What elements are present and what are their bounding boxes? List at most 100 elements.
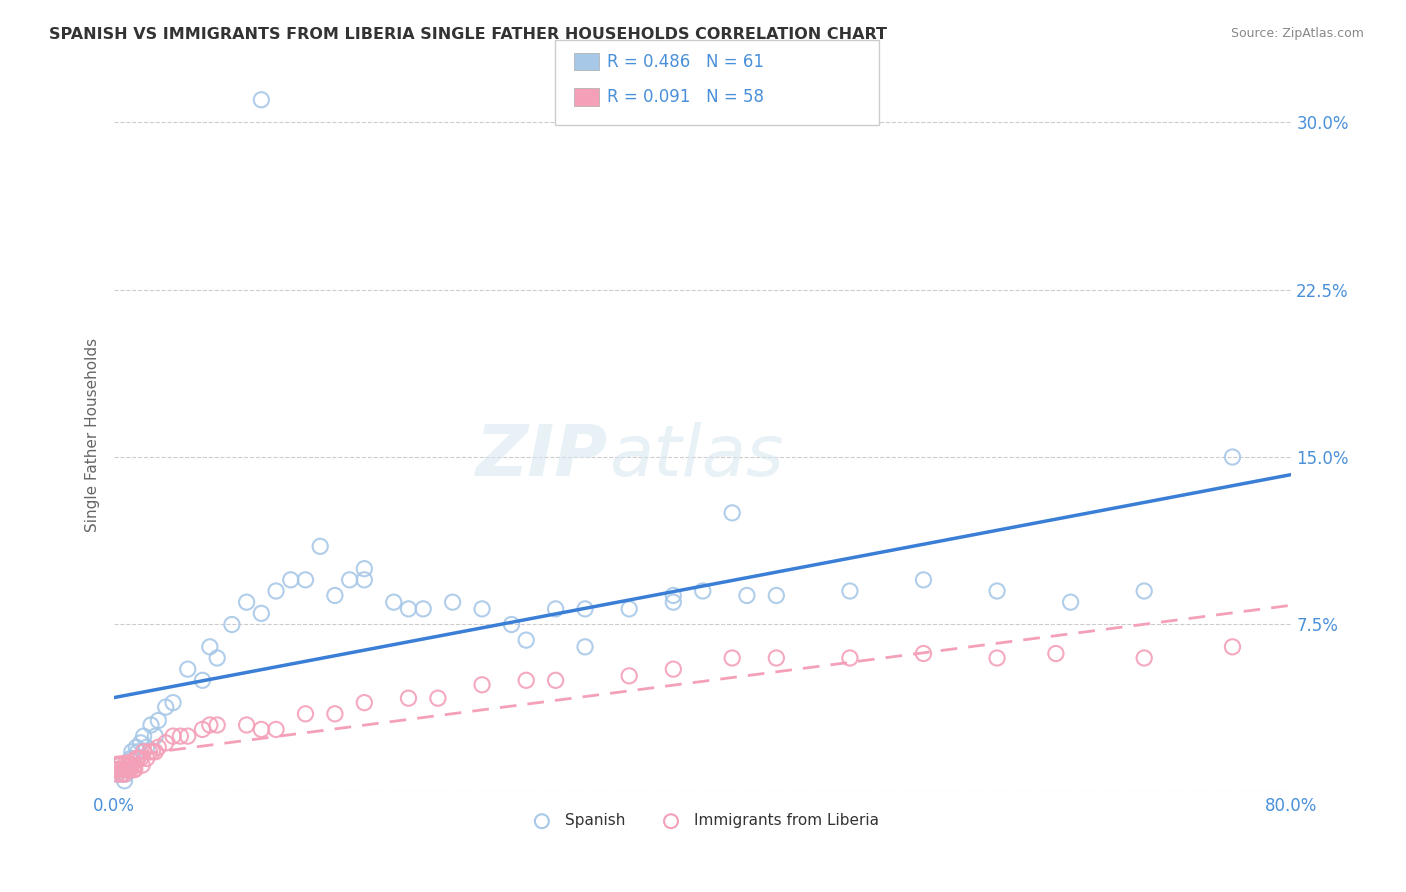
Point [838, 651, 860, 665]
Point [1222, 640, 1244, 654]
Point [1222, 450, 1244, 464]
Point [148, 714, 170, 728]
Point [544, 673, 567, 688]
Point [198, 640, 221, 654]
Point [515, 673, 537, 688]
Point [117, 763, 139, 777]
Point [294, 573, 316, 587]
Point [471, 602, 494, 616]
Text: ZIP: ZIP [477, 422, 609, 491]
Point [155, 700, 177, 714]
Point [139, 718, 162, 732]
Point [574, 602, 596, 616]
Point [412, 602, 434, 616]
Point [145, 745, 167, 759]
Point [125, 751, 148, 765]
Point [118, 758, 141, 772]
Point [986, 651, 1008, 665]
Point [382, 595, 405, 609]
Point [250, 723, 273, 737]
Point [250, 93, 273, 107]
Point [127, 751, 149, 765]
Point [191, 673, 214, 688]
Text: SPANISH VS IMMIGRANTS FROM LIBERIA SINGLE FATHER HOUSEHOLDS CORRELATION CHART: SPANISH VS IMMIGRANTS FROM LIBERIA SINGL… [49, 27, 887, 42]
Point [132, 745, 155, 759]
Point [662, 589, 685, 603]
Text: atlas: atlas [609, 422, 783, 491]
Point [235, 718, 257, 732]
Point [501, 617, 523, 632]
Point [121, 745, 143, 759]
Point [177, 662, 200, 676]
Point [619, 602, 641, 616]
Point [515, 633, 537, 648]
Point [155, 736, 177, 750]
Point [353, 562, 375, 576]
Point [125, 740, 148, 755]
Point [105, 767, 128, 781]
Point [177, 729, 200, 743]
Point [127, 751, 149, 765]
Point [115, 763, 138, 777]
Point [986, 584, 1008, 599]
Point [235, 595, 257, 609]
Point [111, 763, 134, 777]
Point [721, 506, 744, 520]
Point [127, 745, 149, 759]
Text: R = 0.486   N = 61: R = 0.486 N = 61 [607, 53, 765, 70]
Point [1133, 584, 1156, 599]
Point [398, 602, 420, 616]
Point [115, 767, 138, 781]
Point [132, 729, 155, 743]
Point [135, 751, 157, 765]
Point [280, 573, 302, 587]
Point [105, 767, 128, 781]
Point [122, 763, 145, 777]
Point [912, 573, 935, 587]
Point [124, 758, 146, 772]
Point [765, 651, 787, 665]
Point [1133, 651, 1156, 665]
Point [148, 740, 170, 755]
Point [129, 736, 152, 750]
Point [131, 758, 153, 772]
Point [339, 573, 361, 587]
Point [838, 584, 860, 599]
Point [162, 729, 184, 743]
Point [765, 589, 787, 603]
Point [111, 763, 134, 777]
Point [323, 706, 346, 721]
Point [662, 595, 685, 609]
Point [108, 763, 131, 777]
Point [104, 763, 127, 777]
Point [544, 602, 567, 616]
Point [309, 539, 332, 553]
Point [124, 763, 146, 777]
Point [735, 589, 758, 603]
Point [198, 718, 221, 732]
Point [353, 696, 375, 710]
Point [323, 589, 346, 603]
Point [205, 651, 228, 665]
Point [294, 706, 316, 721]
Point [108, 758, 131, 772]
Point [145, 729, 167, 743]
Point [912, 647, 935, 661]
Point [471, 678, 494, 692]
Point [353, 573, 375, 587]
Point [120, 758, 142, 772]
Point [162, 696, 184, 710]
Point [120, 763, 142, 777]
Point [110, 767, 132, 781]
Point [135, 740, 157, 755]
Point [121, 758, 143, 772]
Point [191, 723, 214, 737]
Point [118, 763, 141, 777]
Point [107, 758, 129, 772]
Point [1045, 647, 1067, 661]
Point [117, 763, 139, 777]
Point [141, 745, 163, 759]
Point [264, 584, 287, 599]
Point [114, 767, 136, 781]
Point [574, 640, 596, 654]
